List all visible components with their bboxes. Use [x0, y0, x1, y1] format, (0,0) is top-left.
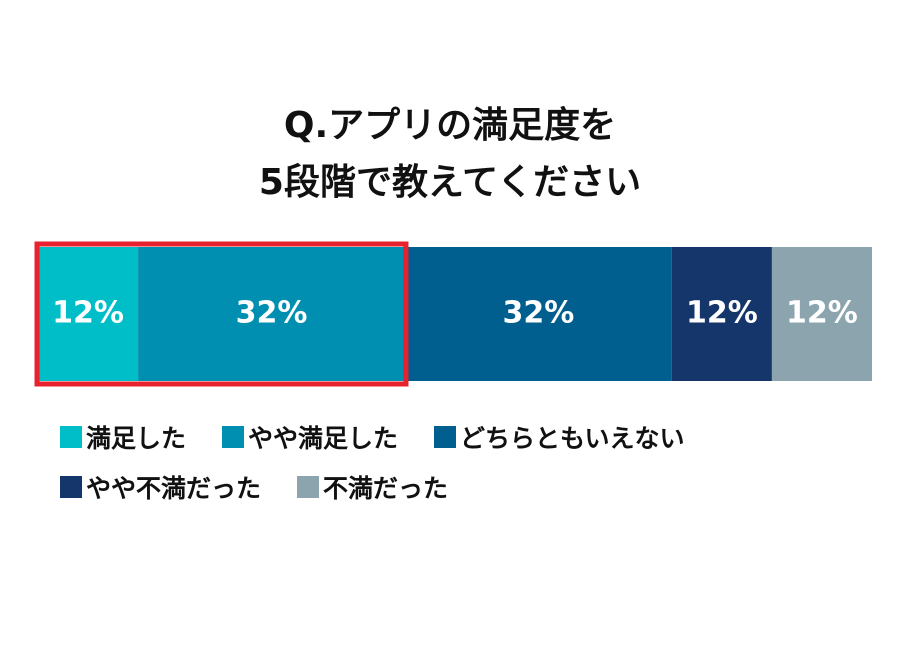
chart-title: 5段階で教えてください [259, 162, 641, 203]
highlight-box [34, 241, 409, 387]
legend-item: やや不満だった [60, 472, 262, 503]
legend-label: 満足した [86, 424, 187, 453]
legend-label: 不満だった [323, 474, 449, 503]
data-label: 32% [236, 296, 308, 331]
bar-segment [771, 247, 872, 381]
legend-label: どちらともいえない [460, 424, 685, 453]
legend-item: やや満足した [222, 422, 399, 453]
legend-swatch [434, 426, 457, 448]
bar-segment [38, 247, 139, 381]
data-label: 12% [786, 296, 858, 331]
legend-item: 不満だった [297, 472, 449, 503]
data-label: 12% [52, 296, 124, 331]
legend-swatch [297, 476, 320, 498]
bar-segment [404, 247, 672, 381]
legend-swatch [222, 426, 245, 448]
legend-label: やや満足した [248, 424, 399, 453]
bar-segment [138, 247, 405, 381]
legend-item: 満足した [60, 422, 187, 453]
legend-label: やや不満だった [86, 474, 262, 503]
legend-swatch [60, 476, 82, 498]
chart-title: Q.アプリの満足度を [284, 105, 616, 146]
legend: 満足した やや満足した どちらともいえないやや不満だった 不満だった [60, 422, 830, 503]
legend-swatch [60, 426, 82, 448]
bar-segment [671, 247, 772, 381]
legend-item: どちらともいえない [434, 422, 685, 453]
data-label: 12% [686, 296, 758, 331]
data-label: 32% [502, 296, 574, 331]
